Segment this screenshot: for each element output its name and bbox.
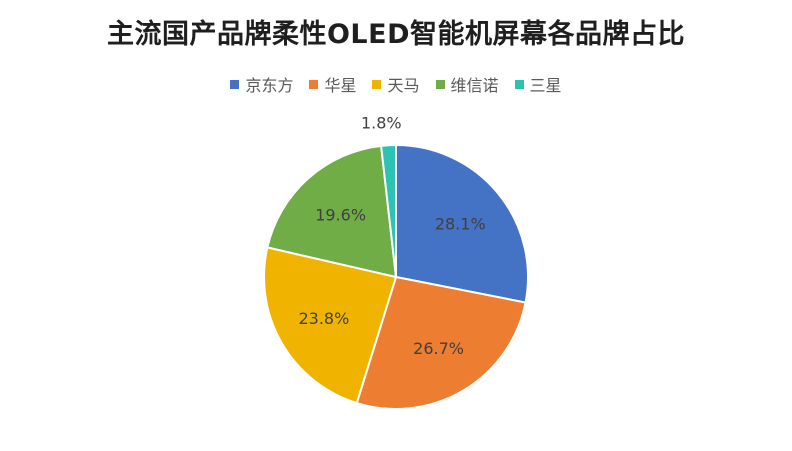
legend-label-visionox: 维信诺 [450, 76, 499, 95]
chart-title: 主流国产品牌柔性OLED智能机屏幕各品牌占比 [106, 19, 685, 50]
legend-item-csot: 华星 [309, 72, 356, 96]
pie-slices [263, 143, 529, 410]
legend-swatch-visionox [435, 79, 445, 89]
legend-label-samsung: 三星 [529, 76, 562, 95]
pie-slice-tianma [263, 246, 398, 405]
legend-item-tianma: 天马 [372, 72, 420, 96]
pie-labels: 28.1% 26.7% 23.8% 19.6% 1.8% [298, 114, 485, 358]
pie-slice-boe [395, 143, 529, 304]
legend-swatch-boe [230, 79, 240, 89]
legend-swatch-tianma [372, 79, 382, 89]
legend-label-csot: 华星 [324, 76, 357, 95]
pie-label-samsung: 1.8% [361, 114, 402, 133]
legend-item-samsung: 三星 [514, 72, 562, 96]
legend-label-boe: 京东方 [245, 76, 294, 95]
legend-item-boe: 京东方 [230, 72, 293, 96]
pie-label-csot: 26.7% [413, 339, 464, 358]
legend-swatch-csot [309, 79, 319, 89]
legend-label-tianma: 天马 [387, 76, 420, 95]
pie-slice-samsung [379, 143, 397, 278]
legend-swatch-samsung [514, 79, 524, 89]
pie-label-visionox: 19.6% [315, 205, 366, 224]
pie-slice-csot [355, 275, 527, 410]
legend-item-visionox: 维信诺 [435, 72, 499, 96]
pie-label-boe: 28.1% [435, 215, 486, 234]
pie-label-tianma: 23.8% [298, 309, 349, 328]
pie-slice-visionox [266, 144, 398, 279]
legend: 京东方 华星 天马 维信诺 三星 [0, 72, 792, 96]
